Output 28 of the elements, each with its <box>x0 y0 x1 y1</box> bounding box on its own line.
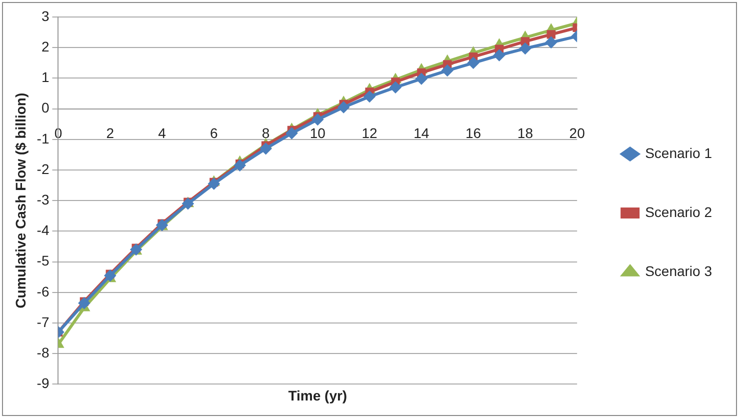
x-tick-label: 16 <box>466 125 482 142</box>
y-tick-label: -5 <box>36 252 50 269</box>
x-tick-label: 2 <box>106 125 114 142</box>
y-tick-label: -1 <box>36 130 50 146</box>
x-tick-label: 6 <box>210 125 218 142</box>
y-axis-title: Cumulative Cash Flow ($ billion) <box>12 92 28 308</box>
legend-label: Scenario 2 <box>645 204 712 220</box>
y-tick-label: -9 <box>36 375 50 392</box>
x-tick-label: 20 <box>569 125 586 142</box>
legend-label: Scenario 1 <box>645 144 712 161</box>
legend-label: Scenario 3 <box>645 262 712 279</box>
y-tick-label: -6 <box>36 283 50 300</box>
x-tick-label: 18 <box>517 125 534 142</box>
x-tick-label: 8 <box>262 125 270 142</box>
y-tick-label: -7 <box>36 314 50 330</box>
y-tick-label: -4 <box>36 222 50 238</box>
x-tick-label: 12 <box>362 125 378 142</box>
y-tick-label: 1 <box>41 69 50 86</box>
x-axis-title: Time (yr) <box>288 387 348 404</box>
x-tick-label: 14 <box>414 125 430 142</box>
x-tick-label: 4 <box>158 125 166 142</box>
y-tick-label: 3 <box>41 8 50 24</box>
y-tick-label: 2 <box>41 38 50 54</box>
x-tick-label: 10 <box>310 125 326 142</box>
y-tick-label: -8 <box>36 344 50 360</box>
y-tick-label: -2 <box>36 160 50 177</box>
y-tick-label: -3 <box>36 191 50 208</box>
y-tick-label: 0 <box>41 100 50 116</box>
